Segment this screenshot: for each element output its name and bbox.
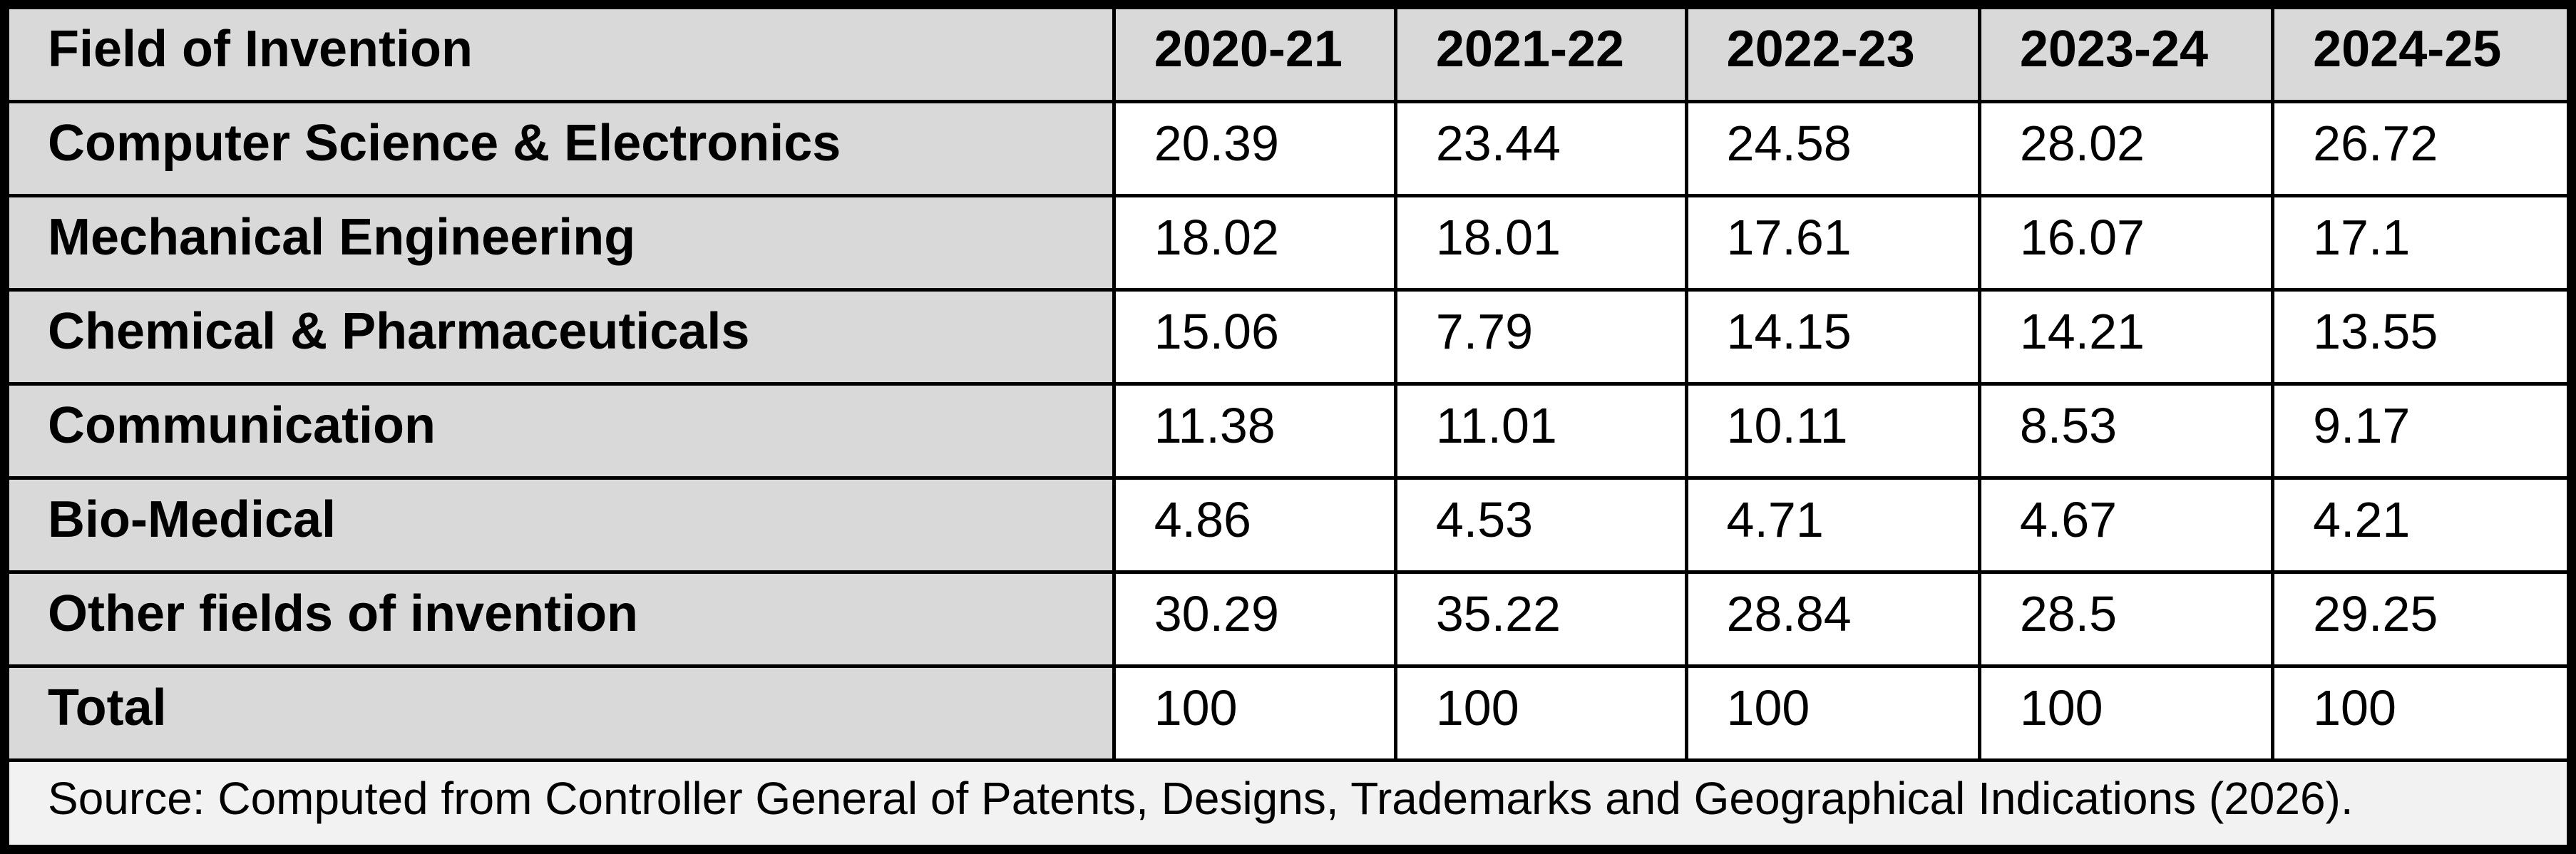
value-cell: 29.25	[2271, 570, 2570, 668]
value-cell: 11.01	[1393, 381, 1688, 480]
row-label-bio-medical: Bio-Medical	[6, 475, 1116, 574]
row-label-computer-science: Computer Science & Electronics	[6, 99, 1116, 197]
value-cell: 17.1	[2271, 193, 2570, 292]
value-cell: 23.44	[1393, 99, 1688, 197]
row-label-mechanical-engineering: Mechanical Engineering	[6, 193, 1116, 292]
value-cell: 28.84	[1684, 570, 1981, 668]
value-cell: 100	[1684, 664, 1981, 762]
table-row-bio-medical: Bio-Medical 4.86 4.53 4.71 4.67 4.21	[6, 475, 2570, 574]
value-cell: 9.17	[2271, 381, 2570, 480]
table-row-other-fields: Other fields of invention 30.29 35.22 28…	[6, 570, 2570, 668]
table-row-total: Total 100 100 100 100 100	[6, 664, 2570, 762]
value-cell: 100	[1112, 664, 1397, 762]
table-row-computer-science: Computer Science & Electronics 20.39 23.…	[6, 99, 2570, 197]
column-header-year-2024-25: 2024-25	[2271, 6, 2570, 103]
value-cell: 13.55	[2271, 287, 2570, 386]
column-header-year-2022-23: 2022-23	[1684, 6, 1981, 103]
value-cell: 100	[1393, 664, 1688, 762]
table-source-row: Source: Computed from Controller General…	[6, 758, 2570, 848]
value-cell: 14.21	[1977, 287, 2275, 386]
value-cell: 18.02	[1112, 193, 1397, 292]
value-cell: 28.02	[1977, 99, 2275, 197]
row-label-chemical-pharmaceuticals: Chemical & Pharmaceuticals	[6, 287, 1116, 386]
table-row-communication: Communication 11.38 11.01 10.11 8.53 9.1…	[6, 381, 2570, 480]
value-cell: 14.15	[1684, 287, 1981, 386]
value-cell: 28.5	[1977, 570, 2275, 668]
value-cell: 16.07	[1977, 193, 2275, 292]
column-header-field-of-invention: Field of Invention	[6, 6, 1116, 103]
table-header-row: Field of Invention 2020-21 2021-22 2022-…	[6, 6, 2570, 103]
row-label-other-fields: Other fields of invention	[6, 570, 1116, 668]
value-cell: 100	[2271, 664, 2570, 762]
value-cell: 30.29	[1112, 570, 1397, 668]
value-cell: 35.22	[1393, 570, 1688, 668]
column-header-year-2021-22: 2021-22	[1393, 6, 1688, 103]
table-row-chemical-pharmaceuticals: Chemical & Pharmaceuticals 15.06 7.79 14…	[6, 287, 2570, 386]
patent-fields-table: Field of Invention 2020-21 2021-22 2022-…	[6, 6, 2570, 848]
value-cell: 10.11	[1684, 381, 1981, 480]
value-cell: 20.39	[1112, 99, 1397, 197]
value-cell: 100	[1977, 664, 2275, 762]
column-header-year-2020-21: 2020-21	[1112, 6, 1397, 103]
value-cell: 8.53	[1977, 381, 2275, 480]
value-cell: 17.61	[1684, 193, 1981, 292]
row-label-communication: Communication	[6, 381, 1116, 480]
value-cell: 4.86	[1112, 475, 1397, 574]
value-cell: 24.58	[1684, 99, 1981, 197]
value-cell: 4.71	[1684, 475, 1981, 574]
table-row-mechanical-engineering: Mechanical Engineering 18.02 18.01 17.61…	[6, 193, 2570, 292]
value-cell: 4.53	[1393, 475, 1688, 574]
source-note: Source: Computed from Controller General…	[6, 758, 2570, 848]
value-cell: 15.06	[1112, 287, 1397, 386]
column-header-year-2023-24: 2023-24	[1977, 6, 2275, 103]
value-cell: 18.01	[1393, 193, 1688, 292]
row-label-total: Total	[6, 664, 1116, 762]
value-cell: 4.67	[1977, 475, 2275, 574]
value-cell: 11.38	[1112, 381, 1397, 480]
value-cell: 7.79	[1393, 287, 1688, 386]
value-cell: 4.21	[2271, 475, 2570, 574]
value-cell: 26.72	[2271, 99, 2570, 197]
